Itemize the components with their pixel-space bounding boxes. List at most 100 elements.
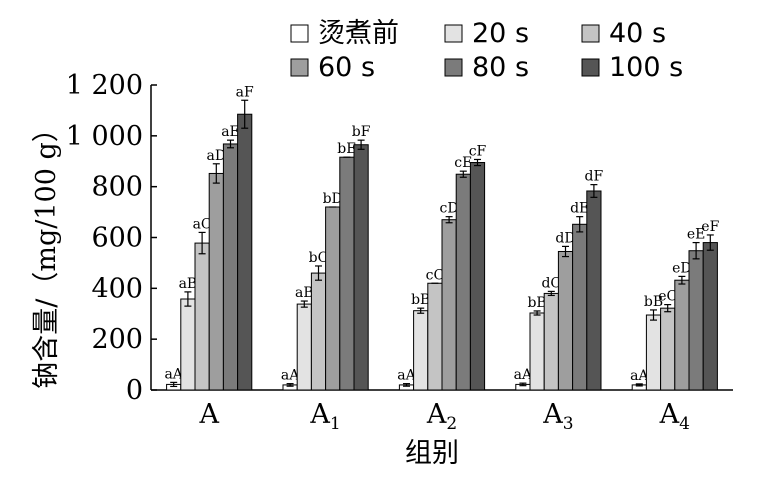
error-bar <box>650 309 657 321</box>
bar <box>208 172 224 391</box>
legend-label: 60 s <box>318 52 375 83</box>
legend-swatch <box>581 24 600 43</box>
data-label: eE <box>687 227 706 243</box>
x-tick-label: A1 <box>309 399 340 434</box>
data-label: aA <box>514 367 533 383</box>
axes: 0 200 400 600 800 1 000 1 200 A A1 A2 A3 A4 <box>66 70 733 434</box>
legend-label: 80 s <box>472 52 529 83</box>
bar <box>180 298 196 391</box>
legend-label: 40 s <box>609 18 666 49</box>
error-bar <box>692 241 700 260</box>
data-label: eC <box>658 289 677 305</box>
data-label: eD <box>672 260 692 276</box>
error-bar <box>227 139 234 149</box>
data-label: bF <box>352 124 371 140</box>
bar <box>572 223 588 391</box>
y-tick-label: 400 <box>91 273 143 304</box>
y-axis-title-text: 钠含量/（mg/100 g） <box>31 115 62 389</box>
legend-item: 80 s <box>444 52 529 83</box>
y-tick-label: 1 200 <box>66 70 143 101</box>
y-tick-label: 1 000 <box>66 121 143 152</box>
data-label: bC <box>309 250 329 266</box>
legend-label: 100 s <box>609 52 683 83</box>
bar <box>194 242 210 391</box>
bar <box>674 279 690 391</box>
bar <box>441 219 457 391</box>
x-tick-label: A4 <box>659 399 690 434</box>
data-label: eF <box>701 219 719 235</box>
legend: 烫煮前 20 s 40 s 60 s 80 s 100 s <box>290 18 683 83</box>
bar <box>296 303 312 391</box>
error-bar <box>459 170 467 178</box>
data-label: cC <box>426 267 445 283</box>
error-bar <box>533 310 541 316</box>
bar-group: aA bB dC dD dE dF <box>514 169 604 391</box>
bar <box>660 307 676 391</box>
data-label: aF <box>236 84 254 100</box>
bar <box>339 156 355 391</box>
legend-item: 烫煮前 <box>290 18 399 49</box>
bar <box>222 143 239 391</box>
error-bar <box>198 231 206 255</box>
legend-swatch <box>444 58 463 77</box>
data-label: dC <box>541 275 561 291</box>
data-label: aD <box>207 148 227 164</box>
bar <box>413 310 429 391</box>
error-bar <box>170 381 178 388</box>
y-tick-label: 600 <box>91 223 143 254</box>
data-label: aB <box>179 276 198 292</box>
error-bar <box>664 304 672 313</box>
legend-label: 烫煮前 <box>318 18 399 49</box>
x-tick-label: A3 <box>542 399 573 434</box>
data-label: bB <box>411 292 430 308</box>
bar <box>427 282 443 391</box>
legend-item: 60 s <box>290 52 375 83</box>
error-bar <box>212 163 220 184</box>
bar <box>543 292 559 391</box>
legend-swatch <box>290 58 309 77</box>
bar <box>645 314 662 391</box>
error-bar <box>403 383 410 387</box>
bar <box>353 144 369 391</box>
x-tick-label: A <box>198 399 219 430</box>
error-bar <box>445 216 453 224</box>
y-tick-label: 200 <box>91 324 143 355</box>
data-label: dF <box>585 169 604 185</box>
error-bar <box>519 382 527 387</box>
legend-item: 40 s <box>581 18 666 49</box>
data-label: aC <box>193 216 212 232</box>
bar <box>529 312 545 391</box>
data-label: aA <box>397 368 416 384</box>
data-label: aA <box>164 366 183 382</box>
error-bar <box>474 158 481 167</box>
x-tick-label: A2 <box>426 399 457 434</box>
data-label: aA <box>281 368 300 384</box>
y-tick-label: 800 <box>91 172 143 203</box>
data-label: dE <box>570 201 589 217</box>
error-bar <box>241 99 249 129</box>
y-axis-title: 钠含量/（mg/100 g） <box>31 115 62 389</box>
error-bar <box>315 265 322 281</box>
error-bar <box>706 234 714 251</box>
data-label: bE <box>337 141 356 157</box>
bar <box>702 242 718 391</box>
error-bar <box>184 291 192 307</box>
data-label: bB <box>644 294 663 310</box>
bar-group: aA aB aC aD aE aF <box>164 84 254 391</box>
bar <box>586 190 602 391</box>
error-bar <box>576 216 584 233</box>
legend-item: 100 s <box>581 52 683 83</box>
data-label: aA <box>630 368 649 384</box>
bar <box>237 113 253 391</box>
data-label: dD <box>555 230 575 246</box>
x-axis-title: 组别 <box>405 438 459 469</box>
data-label: aE <box>221 124 240 140</box>
error-bar <box>547 290 555 297</box>
error-bar <box>357 139 365 150</box>
data-label: bD <box>323 191 343 207</box>
error-bar <box>590 184 598 198</box>
error-bar <box>417 307 425 314</box>
